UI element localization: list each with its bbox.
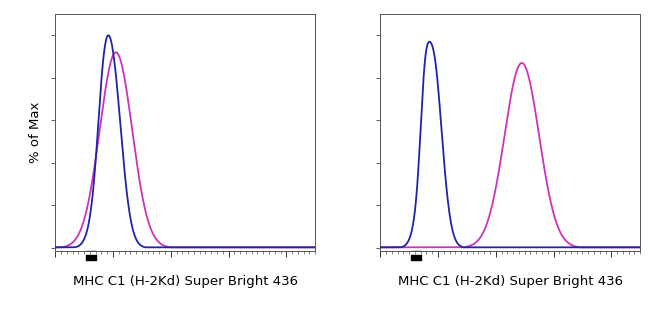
X-axis label: MHC C1 (H-2Kd) Super Bright 436: MHC C1 (H-2Kd) Super Bright 436 (73, 275, 298, 289)
X-axis label: MHC C1 (H-2Kd) Super Bright 436: MHC C1 (H-2Kd) Super Bright 436 (398, 275, 623, 289)
Y-axis label: % of Max: % of Max (29, 102, 42, 163)
